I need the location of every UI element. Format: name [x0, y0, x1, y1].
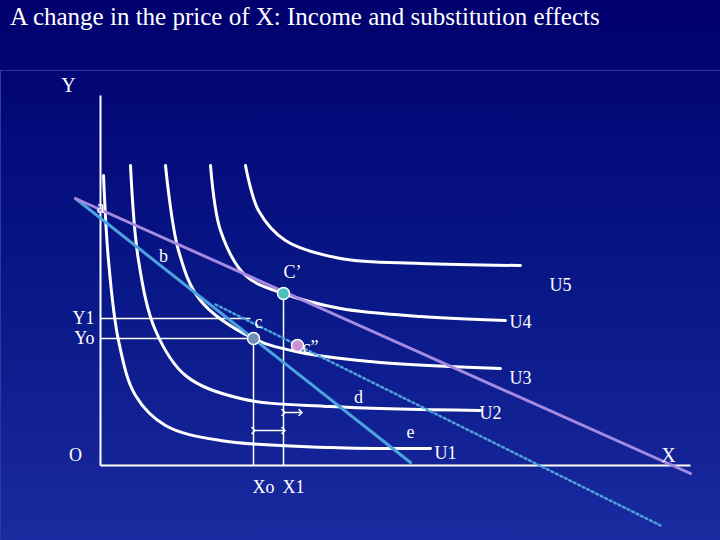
- svg-text:e: e: [407, 422, 415, 442]
- svg-text:C’: C’: [284, 262, 302, 282]
- svg-text:Y: Y: [61, 74, 75, 96]
- svg-text:U4: U4: [510, 312, 532, 332]
- svg-text:Y1: Y1: [73, 308, 95, 328]
- svg-text:Yo: Yo: [74, 328, 94, 348]
- svg-text:O: O: [69, 445, 82, 465]
- svg-text:U2: U2: [480, 403, 502, 423]
- svg-text:b: b: [159, 246, 168, 266]
- svg-text:U5: U5: [550, 275, 572, 295]
- svg-text:Xo: Xo: [253, 477, 275, 497]
- svg-text:d: d: [354, 387, 363, 407]
- svg-text:a: a: [97, 197, 105, 217]
- svg-text:X1: X1: [283, 477, 305, 497]
- svg-text:c”: c”: [303, 337, 319, 357]
- svg-text:X: X: [661, 444, 676, 466]
- svg-text:U1: U1: [435, 443, 457, 463]
- svg-text:U3: U3: [510, 368, 532, 388]
- svg-text:c: c: [255, 312, 263, 332]
- html-text:A change in the price of X: In: A change in the price of X: Income and s…: [10, 3, 600, 30]
